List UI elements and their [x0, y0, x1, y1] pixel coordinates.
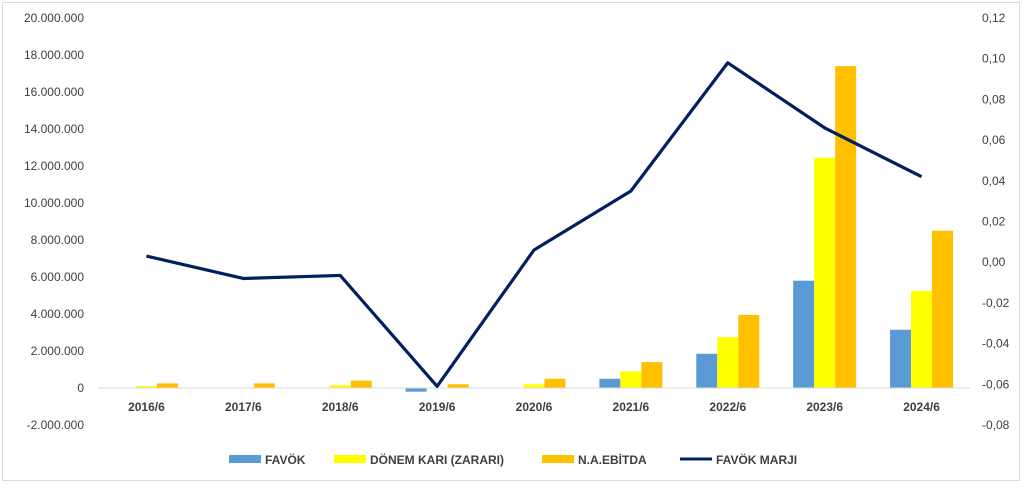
legend-swatch: [542, 455, 574, 463]
left-tick-label: 14.000.000: [24, 122, 84, 136]
bar-fav-k: [599, 378, 621, 388]
right-tick-label: -0,06: [982, 377, 1010, 391]
right-tick-label: 0,12: [982, 11, 1006, 25]
left-tick-label: 2.000.000: [31, 344, 85, 358]
right-tick-label: 0,02: [982, 215, 1006, 229]
bar-series: [135, 66, 954, 392]
legend: FAVÖK DÖNEM KARI (ZARARI) N.A.EBİTDA FAVÖK …: [229, 452, 797, 467]
bar-fav-k: [890, 329, 912, 388]
bar-n-a-ebi-tda: [253, 383, 275, 388]
bar-n-a-ebi-tda: [350, 380, 372, 388]
bar-d-nem-kari-zarari-: [329, 385, 351, 388]
left-tick-label: 20.000.000: [24, 11, 84, 25]
left-tick-label: 8.000.000: [31, 233, 85, 247]
right-tick-label: 0,10: [982, 52, 1006, 66]
bar-n-a-ebi-tda: [641, 362, 663, 388]
category-label: 2016/6: [128, 400, 165, 414]
bar-n-a-ebi-tda: [835, 66, 857, 388]
right-tick-label: 0,00: [982, 255, 1006, 269]
bar-d-nem-kari-zarari-: [911, 290, 933, 388]
right-tick-label: 0,08: [982, 92, 1006, 106]
bar-d-nem-kari-zarari-: [135, 386, 157, 388]
right-tick-label: 0,04: [982, 174, 1006, 188]
bar-n-a-ebi-tda: [932, 230, 954, 388]
left-tick-label: 16.000.000: [24, 85, 84, 99]
left-tick-label: 0: [77, 381, 84, 395]
category-label: 2017/6: [225, 400, 262, 414]
left-tick-label: 10.000.000: [24, 196, 84, 210]
right-tick-label: -0,08: [982, 418, 1010, 432]
bar-fav-k: [405, 388, 427, 392]
bar-d-nem-kari-zarari-: [717, 337, 739, 388]
legend-label: DÖNEM KARI (ZARARI): [370, 452, 504, 467]
line-favok-marji: [146, 61, 923, 388]
legend-swatch: [229, 455, 261, 463]
left-axis-ticks: -2.000.000 0 2.000.000 4.000.000 6.000.000 8.…: [24, 11, 84, 432]
bar-n-a-ebi-tda: [156, 383, 178, 388]
right-tick-label: -0,04: [982, 337, 1010, 351]
category-label: 2023/6: [806, 400, 843, 414]
bar-n-a-ebi-tda: [447, 384, 469, 388]
left-tick-label: 18.000.000: [24, 48, 84, 62]
right-tick-label: 0,06: [982, 133, 1006, 147]
right-tick-label: -0,02: [982, 296, 1010, 310]
bar-fav-k: [793, 280, 815, 388]
legend-swatch: [334, 455, 366, 463]
left-tick-label: 12.000.000: [24, 159, 84, 173]
category-label: 2022/6: [709, 400, 746, 414]
bar-d-nem-kari-zarari-: [620, 371, 642, 388]
bar-fav-k: [696, 353, 718, 388]
category-label: 2019/6: [419, 400, 456, 414]
category-labels: 2016/6 2017/6 2018/6 2019/6 2020/6 2021/6 2022…: [128, 400, 940, 414]
right-axis-ticks: -0,08 -0,06 -0,04 -0,02 0,00 0,02 0,04 0,06 0,08…: [982, 11, 1010, 432]
legend-label: N.A.EBİTDA: [578, 452, 647, 467]
left-tick-label: -2.000.000: [27, 418, 85, 432]
chart-frame: [2, 2, 1020, 481]
bar-d-nem-kari-zarari-: [814, 157, 836, 388]
category-label: 2020/6: [516, 400, 553, 414]
bar-d-nem-kari-zarari-: [523, 384, 545, 388]
category-label: 2021/6: [613, 400, 650, 414]
line-series: [146, 61, 923, 388]
category-label: 2024/6: [903, 400, 940, 414]
legend-label: FAVÖK: [265, 452, 306, 467]
legend-label: FAVÖK MARJI: [716, 452, 797, 467]
left-tick-label: 6.000.000: [31, 270, 85, 284]
bar-n-a-ebi-tda: [738, 314, 760, 388]
category-label: 2018/6: [322, 400, 359, 414]
left-tick-label: 4.000.000: [31, 307, 85, 321]
bar-n-a-ebi-tda: [544, 378, 566, 388]
